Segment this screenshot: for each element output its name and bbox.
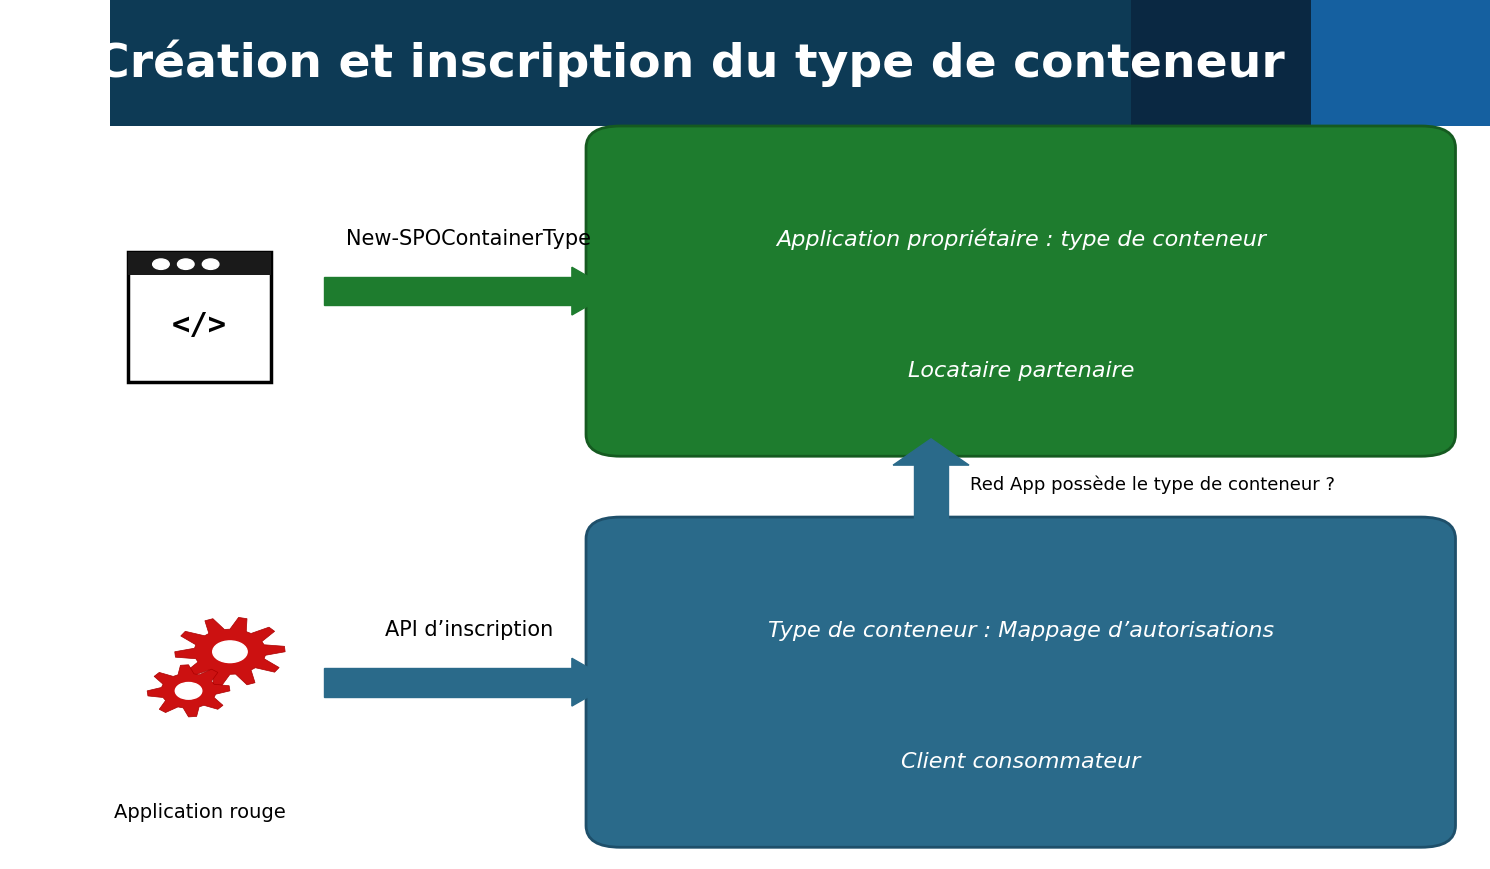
Text: Type de conteneur : Mappage d’autorisations: Type de conteneur : Mappage d’autorisati… xyxy=(767,620,1274,640)
Circle shape xyxy=(213,641,247,662)
Polygon shape xyxy=(323,667,572,697)
Text: </>: </> xyxy=(171,311,226,341)
FancyBboxPatch shape xyxy=(1131,0,1311,126)
Circle shape xyxy=(152,259,170,269)
FancyBboxPatch shape xyxy=(586,517,1456,847)
Text: API d’inscription: API d’inscription xyxy=(384,620,553,640)
Text: Application propriétaire : type de conteneur: Application propriétaire : type de conte… xyxy=(776,229,1266,250)
Polygon shape xyxy=(893,439,968,465)
FancyBboxPatch shape xyxy=(128,252,271,382)
FancyBboxPatch shape xyxy=(586,126,1456,456)
Polygon shape xyxy=(915,465,948,530)
Polygon shape xyxy=(323,277,572,305)
Text: Red App possède le type de conteneur ?: Red App possède le type de conteneur ? xyxy=(970,475,1335,494)
Text: New-SPOContainerType: New-SPOContainerType xyxy=(346,229,592,249)
Text: Client consommateur: Client consommateur xyxy=(901,753,1140,773)
FancyBboxPatch shape xyxy=(110,0,1131,126)
FancyBboxPatch shape xyxy=(128,252,271,275)
Polygon shape xyxy=(174,617,285,687)
Polygon shape xyxy=(572,659,614,706)
Text: Application rouge: Application rouge xyxy=(113,803,286,822)
Circle shape xyxy=(203,259,219,269)
Text: Locataire partenaire: Locataire partenaire xyxy=(907,362,1134,381)
Polygon shape xyxy=(572,268,614,315)
FancyBboxPatch shape xyxy=(110,0,1490,126)
Polygon shape xyxy=(148,665,229,717)
FancyBboxPatch shape xyxy=(1311,0,1490,126)
Text: Création et inscription du type de conteneur: Création et inscription du type de conte… xyxy=(95,40,1284,87)
Circle shape xyxy=(176,682,201,700)
Circle shape xyxy=(177,259,194,269)
